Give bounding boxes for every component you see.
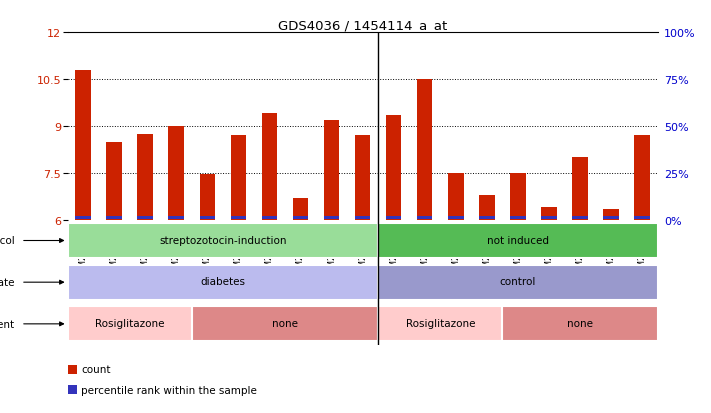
Bar: [262, 216, 277, 219]
Bar: [386, 216, 402, 219]
Text: streptozotocin-induction: streptozotocin-induction: [159, 235, 287, 245]
Bar: [634, 216, 650, 219]
Bar: [169, 126, 184, 220]
Bar: [448, 173, 464, 220]
Bar: [324, 216, 339, 219]
Bar: [510, 216, 525, 219]
Bar: [355, 216, 370, 219]
Bar: [378, 265, 658, 300]
Bar: [572, 216, 588, 219]
Bar: [417, 216, 432, 219]
Text: control: control: [500, 277, 536, 287]
Bar: [479, 216, 495, 219]
Bar: [169, 216, 184, 219]
Bar: [417, 80, 432, 220]
Text: Rosiglitazone: Rosiglitazone: [95, 318, 164, 328]
Bar: [107, 142, 122, 220]
Bar: [68, 306, 192, 342]
Bar: [192, 306, 378, 342]
Text: Rosiglitazone: Rosiglitazone: [405, 318, 475, 328]
Text: none: none: [272, 318, 298, 328]
Bar: [541, 208, 557, 220]
Bar: [479, 195, 495, 220]
Bar: [604, 209, 619, 220]
Text: count: count: [81, 364, 110, 374]
Bar: [448, 216, 464, 219]
Text: agent: agent: [0, 319, 15, 329]
Bar: [75, 71, 91, 220]
Bar: [230, 216, 246, 219]
Bar: [75, 216, 91, 219]
Bar: [378, 223, 658, 259]
Bar: [634, 136, 650, 220]
Bar: [510, 173, 525, 220]
Bar: [503, 306, 658, 342]
Bar: [604, 216, 619, 219]
Bar: [378, 306, 503, 342]
Bar: [200, 216, 215, 219]
Bar: [137, 216, 153, 219]
Text: diabetes: diabetes: [201, 277, 245, 287]
Text: protocol: protocol: [0, 236, 15, 246]
Text: not induced: not induced: [487, 235, 549, 245]
Bar: [324, 120, 339, 220]
Title: GDS4036 / 1454114_a_at: GDS4036 / 1454114_a_at: [278, 19, 447, 32]
Bar: [386, 116, 402, 220]
Bar: [137, 134, 153, 220]
Bar: [68, 265, 378, 300]
Text: percentile rank within the sample: percentile rank within the sample: [81, 385, 257, 395]
Text: none: none: [567, 318, 593, 328]
Text: disease state: disease state: [0, 278, 15, 287]
Bar: [262, 114, 277, 220]
Bar: [230, 136, 246, 220]
Bar: [107, 216, 122, 219]
Bar: [355, 136, 370, 220]
Bar: [293, 216, 309, 219]
Bar: [541, 216, 557, 219]
Bar: [200, 175, 215, 220]
Bar: [68, 223, 378, 259]
Bar: [572, 158, 588, 220]
Bar: [293, 198, 309, 220]
